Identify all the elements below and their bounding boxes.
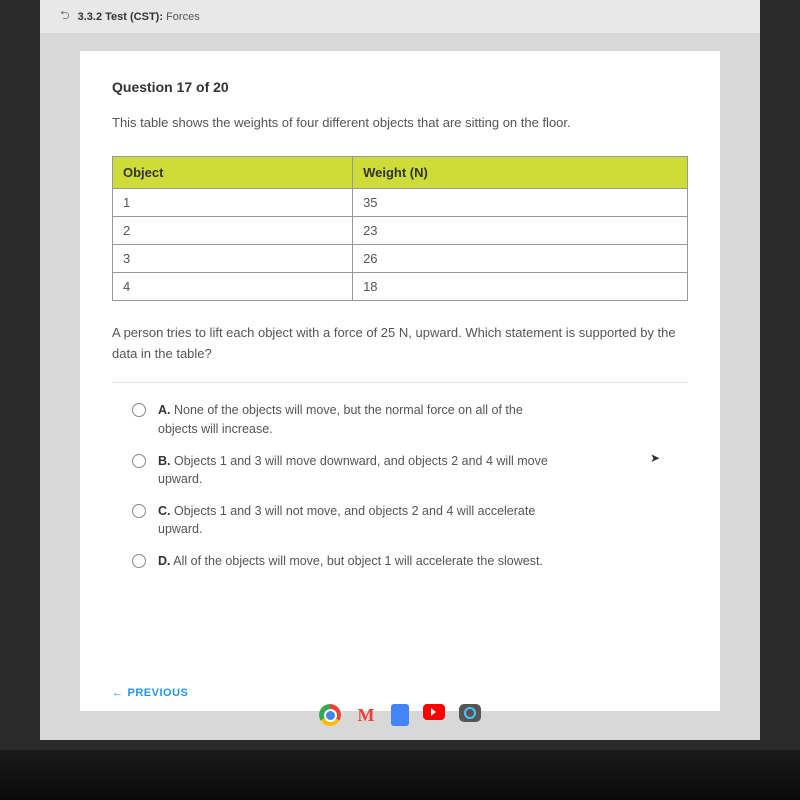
table-header-row: Object Weight (N) xyxy=(113,156,688,188)
camera-icon[interactable] xyxy=(459,704,481,722)
question-card: Question 17 of 20 This table shows the w… xyxy=(80,51,720,711)
table-row: 1 35 xyxy=(113,188,688,216)
cell-weight: 23 xyxy=(353,216,688,244)
weights-table: Object Weight (N) 1 35 2 23 3 26 4 xyxy=(112,156,688,301)
youtube-icon[interactable] xyxy=(423,704,445,720)
option-a[interactable]: A. None of the objects will move, but th… xyxy=(132,401,688,437)
option-body: Objects 1 and 3 will move downward, and … xyxy=(158,454,548,486)
laptop-base xyxy=(0,750,800,800)
chrome-icon[interactable] xyxy=(319,704,341,726)
option-body: None of the objects will move, but the n… xyxy=(158,403,523,435)
cell-weight: 18 xyxy=(353,272,688,300)
option-text: A. None of the objects will move, but th… xyxy=(158,401,558,437)
table-row: 3 26 xyxy=(113,244,688,272)
radio-icon[interactable] xyxy=(132,554,146,568)
option-letter: A. xyxy=(158,403,171,417)
option-text: D. All of the objects will move, but obj… xyxy=(158,552,543,570)
option-letter: D. xyxy=(158,554,171,568)
back-arrow-icon[interactable]: ⮌ xyxy=(60,6,70,27)
radio-icon[interactable] xyxy=(132,454,146,468)
question-prompt: This table shows the weights of four dif… xyxy=(112,113,688,134)
question-number: Question 17 of 20 xyxy=(112,79,688,95)
option-body: All of the objects will move, but object… xyxy=(173,554,543,568)
test-label: Test (CST): xyxy=(105,11,163,23)
cell-weight: 26 xyxy=(353,244,688,272)
answer-options: A. None of the objects will move, but th… xyxy=(112,401,688,570)
cell-object: 1 xyxy=(113,188,353,216)
taskbar: M xyxy=(40,698,760,732)
follow-up-text: A person tries to lift each object with … xyxy=(112,323,688,365)
cell-object: 4 xyxy=(113,272,353,300)
gmail-icon[interactable]: M xyxy=(355,704,377,726)
table-row: 4 18 xyxy=(113,272,688,300)
radio-icon[interactable] xyxy=(132,403,146,417)
breadcrumb: ⮌ 3.3.2 Test (CST): Forces xyxy=(40,0,760,33)
table-row: 2 23 xyxy=(113,216,688,244)
option-text: C. Objects 1 and 3 will not move, and ob… xyxy=(158,502,558,538)
col-weight: Weight (N) xyxy=(353,156,688,188)
option-body: Objects 1 and 3 will not move, and objec… xyxy=(158,504,535,536)
mouse-cursor-icon: ➤ xyxy=(650,451,660,465)
topic-label: Forces xyxy=(166,11,200,23)
radio-icon[interactable] xyxy=(132,504,146,518)
breadcrumb-text: 3.3.2 Test (CST): Forces xyxy=(78,11,200,23)
cell-weight: 35 xyxy=(353,188,688,216)
cell-object: 3 xyxy=(113,244,353,272)
option-d[interactable]: D. All of the objects will move, but obj… xyxy=(132,552,688,570)
docs-icon[interactable] xyxy=(391,704,409,726)
option-letter: B. xyxy=(158,454,171,468)
col-object: Object xyxy=(113,156,353,188)
option-letter: C. xyxy=(158,504,171,518)
section-number: 3.3.2 xyxy=(78,11,102,23)
divider xyxy=(112,382,688,383)
option-text: B. Objects 1 and 3 will move downward, a… xyxy=(158,452,558,488)
cell-object: 2 xyxy=(113,216,353,244)
option-c[interactable]: C. Objects 1 and 3 will not move, and ob… xyxy=(132,502,688,538)
option-b[interactable]: B. Objects 1 and 3 will move downward, a… xyxy=(132,452,688,488)
screen-area: ⮌ 3.3.2 Test (CST): Forces Question 17 o… xyxy=(40,0,760,740)
